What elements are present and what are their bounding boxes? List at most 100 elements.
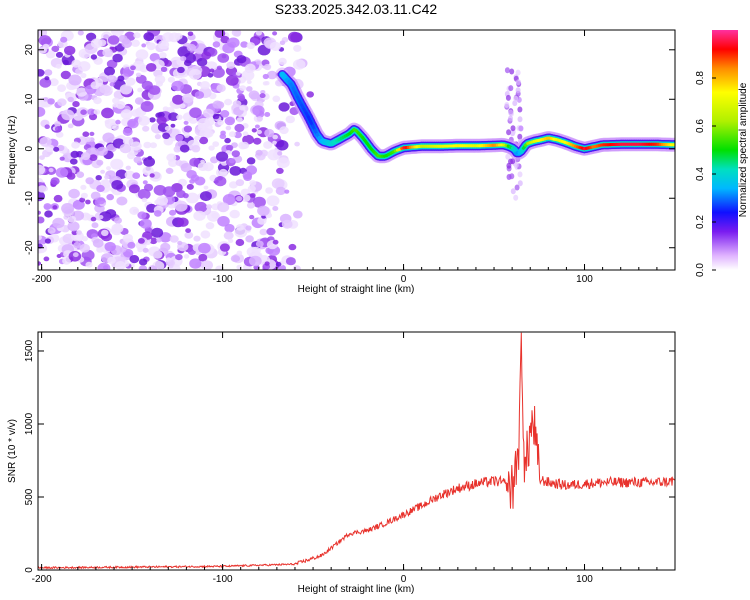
noise-speckle <box>245 235 254 243</box>
noise-speckle <box>95 175 102 181</box>
noise-speckle <box>185 228 192 234</box>
noise-speckle <box>107 74 115 80</box>
noise-speckle <box>253 137 262 145</box>
noise-speckle <box>76 230 82 235</box>
spectrogram-x-axis-label: Height of straight line (km) <box>298 284 415 295</box>
noise-speckle <box>294 141 300 147</box>
noise-speckle <box>246 86 253 92</box>
noise-speckles <box>38 30 524 270</box>
noise-speckle <box>198 253 208 262</box>
noise-speckle <box>230 255 240 263</box>
noise-speckle <box>96 159 104 166</box>
x-tick-label: -100 <box>213 574 233 585</box>
colorbar-label: Normalized spectral amplitude <box>738 82 749 217</box>
artifact-speckle <box>513 95 519 102</box>
noise-speckle <box>52 205 58 210</box>
noise-speckle <box>140 101 154 112</box>
noise-speckle <box>104 241 116 252</box>
noise-speckle <box>276 157 290 169</box>
noise-speckle <box>229 158 235 164</box>
noise-speckle <box>38 234 42 241</box>
noise-speckle <box>127 152 136 160</box>
artifact-speckle <box>506 129 512 136</box>
noise-speckle <box>85 261 93 268</box>
noise-speckle <box>275 186 286 196</box>
noise-speckle <box>199 191 212 202</box>
noise-speckle <box>167 76 175 83</box>
colorbar-ticks: 0.0 0.2 0.4 0.6 0.8 <box>695 71 716 277</box>
noise-speckle <box>198 242 211 254</box>
frequency-ridge <box>275 67 675 164</box>
artifact-speckle <box>513 162 519 169</box>
noise-speckle <box>165 167 174 174</box>
noise-speckle <box>262 73 269 80</box>
noise-speckle <box>60 70 71 80</box>
noise-speckle <box>276 167 284 174</box>
noise-speckle <box>96 197 106 205</box>
noise-speckle <box>61 203 75 214</box>
noise-speckle <box>98 215 104 220</box>
noise-speckle <box>107 256 116 265</box>
artifact-speckle <box>517 116 523 123</box>
noise-speckle <box>60 36 68 43</box>
noise-speckle <box>182 93 194 104</box>
noise-speckle <box>133 156 142 164</box>
y-tick-label: 1000 <box>24 412 35 435</box>
noise-speckle <box>246 42 255 50</box>
noise-speckle <box>134 97 144 105</box>
x-tick-label: -100 <box>213 274 233 285</box>
noise-speckle <box>236 224 244 231</box>
colorbar-tick-label: 0.4 <box>695 167 706 181</box>
noise-speckle <box>175 160 183 166</box>
noise-speckle <box>211 212 219 219</box>
noise-speckle <box>44 238 52 244</box>
noise-speckle <box>174 32 183 40</box>
noise-speckle <box>57 84 67 92</box>
noise-speckle <box>85 199 91 205</box>
noise-speckle <box>194 135 201 141</box>
noise-speckle <box>209 68 215 73</box>
noise-speckle <box>239 105 246 111</box>
noise-speckle <box>55 63 62 69</box>
noise-speckle <box>193 235 201 242</box>
noise-speckle <box>44 210 53 218</box>
noise-speckle <box>236 55 247 64</box>
noise-speckle <box>154 199 161 205</box>
noise-speckle <box>76 171 85 178</box>
noise-speckle <box>75 87 88 97</box>
noise-speckle <box>135 72 142 78</box>
artifact-speckle <box>515 79 521 86</box>
noise-speckle <box>141 43 147 48</box>
noise-speckle <box>224 98 233 106</box>
noise-speckle <box>39 155 45 161</box>
noise-speckle <box>159 52 167 59</box>
noise-speckle <box>176 190 186 198</box>
spectrogram-frame <box>37 29 676 271</box>
noise-speckle <box>63 45 76 56</box>
noise-speckle <box>225 125 232 131</box>
artifact-speckle <box>514 184 520 191</box>
noise-speckle <box>119 143 132 154</box>
noise-speckle <box>86 32 97 42</box>
x-tick-label: 100 <box>576 574 593 585</box>
noise-speckle <box>51 45 60 53</box>
noise-speckle <box>257 217 267 225</box>
noise-speckle <box>138 265 147 270</box>
noise-speckle <box>276 140 289 151</box>
noise-speckle <box>68 188 80 199</box>
noise-speckle <box>121 39 132 49</box>
noise-speckle <box>93 97 102 105</box>
noise-speckle <box>202 123 213 132</box>
noise-speckle <box>272 134 279 140</box>
noise-speckle <box>154 134 161 140</box>
noise-speckle <box>122 233 133 243</box>
noise-speckle <box>114 217 122 224</box>
noise-speckle <box>67 96 74 103</box>
noise-speckle <box>110 30 124 37</box>
noise-speckle <box>80 192 88 199</box>
noise-speckle <box>224 223 235 233</box>
noise-speckle <box>244 63 256 73</box>
artifact-speckle <box>508 109 514 116</box>
